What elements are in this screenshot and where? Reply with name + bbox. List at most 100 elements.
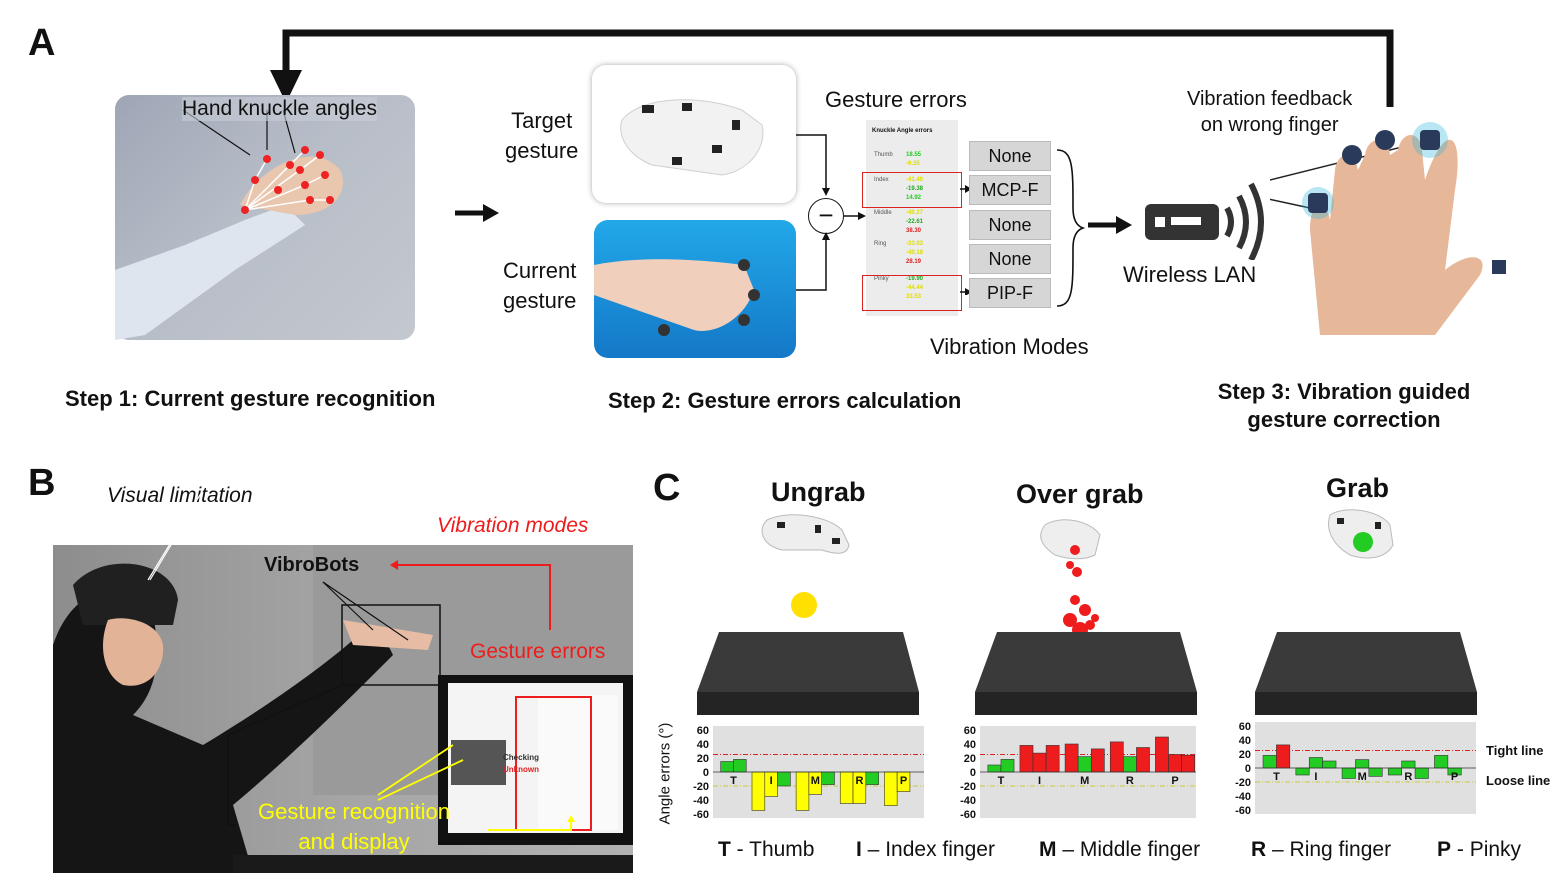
index-highlight-box [862,172,962,208]
mode-arrows [960,185,972,295]
mode-box-thumb: None [969,141,1051,171]
middle-val-2: -22.61 [906,219,924,225]
bar [884,771,898,806]
group-label: M [811,775,820,787]
recognition-line1: Gesture recognition [258,799,450,824]
bar [1123,756,1137,773]
mode-box-pinky: PIP-F [969,278,1051,308]
y-tick-label: 60 [1239,721,1251,733]
bar [1355,759,1370,769]
bar [1276,744,1291,769]
vibration-modes-italic-label: Vibration modes [437,514,589,537]
current-hand-icon [594,259,760,336]
y-tick-label: 20 [964,753,976,765]
middle-val-1: -40.27 [906,210,924,216]
grab-chart: 60 40 20 0 -20 -40 -60 T I M R P [1235,721,1476,817]
subtract-connectors [796,134,866,291]
feedback-label-line1: Vibration feedback [1187,88,1353,110]
arrow-right-icon [455,204,499,222]
y-tick-label: 60 [964,725,976,737]
bar [1032,752,1047,773]
step1-label: Step 1: Current gesture recognition [65,386,436,411]
hand-with-rings-icon [1249,122,1506,335]
middle-val-3: 38.30 [906,228,922,234]
loose-line-label: Loose line [1486,773,1551,788]
bar [1000,759,1015,773]
panel-b-letter: B [28,462,56,504]
bar [1045,745,1060,773]
target-label-line2: gesture [505,138,579,163]
recognition-line2: and display [298,829,410,854]
group-label: T [998,775,1005,787]
ring-val-3: 28.19 [906,259,922,265]
group-label: R [1404,771,1412,783]
target-gesture-label: Target gesture [505,106,578,166]
y-tick-label: 60 [697,725,709,737]
y-tick-label: -20 [1235,777,1251,789]
bar [1262,755,1277,769]
target-gesture-image [592,65,796,203]
vibration-modes-label: Vibration Modes [930,334,1089,359]
step2-label: Step 2: Gesture errors calculation [608,388,962,413]
tight-line-label: Tight line [1486,743,1544,758]
screen-unknown-label: Unknown [503,765,539,774]
step3-label: Step 3: Vibration guided gesture correct… [1190,378,1498,434]
ring-val-1: -33.03 [906,241,924,247]
over-grab-scene [975,519,1197,715]
y-tick-label: -20 [960,781,976,793]
bar [1414,767,1429,779]
legend-sep-r: – [1266,838,1290,861]
hand-recognition-photo [115,95,415,340]
vibrobots-label: VibroBots [264,554,360,576]
group-label: P [900,775,907,787]
knuckle-errors-table: Knuckle Angle errors Thumb 18.55 -9.35 I… [866,120,958,316]
bar [987,764,1002,773]
group-label: M [1358,771,1367,783]
index-val-1: -41.40 [906,177,924,183]
index-val-3: 14.92 [906,195,922,201]
legend-pinky: P - Pinky [1437,838,1521,862]
y-tick-label: -60 [1235,805,1251,817]
current-gesture-photo [594,220,796,358]
y-axis-label: Angle errors (°) [656,722,674,825]
mode-box-index: MCP-F [969,175,1051,205]
bar [1064,743,1079,773]
bar [1341,767,1356,779]
group-label: R [1126,775,1134,787]
y-tick-label: 0 [1245,763,1251,775]
y-tick-label: 20 [697,753,709,765]
bar [1136,747,1150,773]
gesture-recognition-label: Gesture recognition and display [258,797,450,857]
row-index: Index [874,177,889,183]
bar [1295,767,1310,776]
experiment-scene-icon [53,545,633,873]
group-label: R [855,775,863,787]
y-tick-label: 40 [964,739,976,751]
y-tick-label: 40 [697,739,709,751]
bar [1181,754,1195,773]
y-tick-label: 20 [1239,749,1251,761]
mode-box-ring: None [969,244,1051,274]
group-label: T [1273,771,1280,783]
bar [865,771,879,785]
feedback-label-line2: on wrong finger [1200,114,1339,136]
minus-operator: − [808,198,844,234]
bar [751,771,766,811]
feedback-loop-arrow [270,29,1394,107]
over-grab-title: Over grab [1016,479,1144,509]
group-label: T [730,775,737,787]
legend-text-m: Middle finger [1079,838,1201,861]
mode-box-middle: None [969,210,1051,240]
thumb-val-2: -9.35 [906,161,920,167]
wireless-lan-label: Wireless LAN [1123,262,1257,287]
legend-index: I – Index finger [856,838,995,862]
legend-key-p: P [1437,838,1452,861]
target-label-line1: Target [511,108,573,133]
bar [1019,745,1034,773]
bar [1077,756,1092,773]
vibration-feedback-label: Vibration feedback on wrong finger [1187,86,1352,138]
y-tick-label: 0 [703,767,709,779]
current-gesture-label: Current gesture [503,256,576,316]
group-label: M [1080,775,1089,787]
legend-sep-t: - [730,838,750,861]
